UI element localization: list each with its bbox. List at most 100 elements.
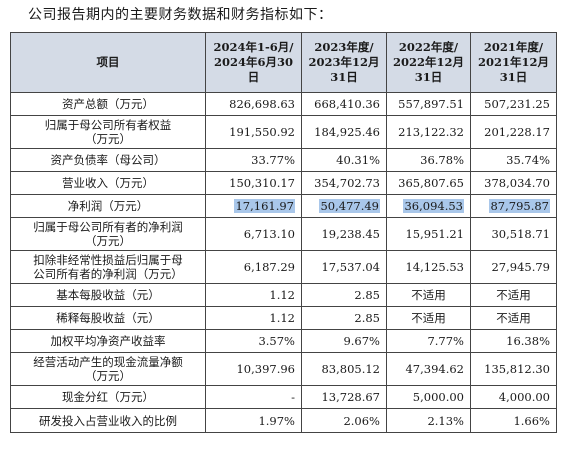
table-cell: 17,161.97 xyxy=(205,194,302,218)
row-label-line: 基本每股收益（元） xyxy=(56,288,160,302)
row-label-line: （万元） xyxy=(85,234,131,248)
header-line: 31日 xyxy=(330,70,358,84)
table-cell: 6,713.10 xyxy=(205,217,302,251)
table-cell: 10,397.96 xyxy=(205,352,302,386)
table-cell: 83,805.12 xyxy=(301,352,387,386)
table-cell: 47,394.62 xyxy=(386,352,471,386)
table-cell: 354,702.73 xyxy=(301,171,387,195)
table-cell: 13,728.67 xyxy=(301,385,387,409)
table-cell: 35.74% xyxy=(470,148,557,172)
table-row: 归属于母公司所有者权益 （万元） 191,550.92 184,925.46 213,1… xyxy=(10,115,557,149)
row-label-line: 资产负债率（母公司） xyxy=(50,153,166,167)
row-label: 资产负债率（母公司） xyxy=(10,148,206,172)
table-cell: 不适用 xyxy=(386,283,471,307)
table-cell: 36.78% xyxy=(386,148,471,172)
table-cell: 826,698.63 xyxy=(205,92,302,116)
row-label: 现金分红（万元） xyxy=(10,385,206,409)
row-label: 扣除非经常性损益后归属于母 公司所有者的净利润（万元） xyxy=(10,250,206,284)
table-cell: 557,897.51 xyxy=(386,92,471,116)
row-label-line: 现金分红（万元） xyxy=(62,390,154,404)
header-line: 31日 xyxy=(499,70,528,84)
table-cell: 378,034.70 xyxy=(470,171,557,195)
row-label-line: 净利润（万元） xyxy=(67,199,149,213)
table-row: 资产总额（万元） 826,698.63 668,410.36 557,897.51 50… xyxy=(10,92,557,116)
row-label-line: 归属于母公司所有者的净利润 xyxy=(33,220,183,234)
highlighted-value: 87,795.87 xyxy=(489,199,550,213)
table-cell: 50,477.49 xyxy=(301,194,387,218)
table-cell: 不适用 xyxy=(386,306,471,330)
table-cell: 17,537.04 xyxy=(301,250,387,284)
row-label-line: 资产总额（万元） xyxy=(62,97,154,111)
table-cell: 2.06% xyxy=(301,408,387,433)
table-cell: 7.77% xyxy=(386,329,471,353)
table-cell: 1.66% xyxy=(470,408,557,433)
financial-table: 项目 2024年1-6月/2024年6月30日 2023年度/2023年12月 31日… xyxy=(10,32,557,433)
row-label: 净利润（万元） xyxy=(10,194,206,218)
table-cell: 135,812.30 xyxy=(470,352,557,386)
table-cell: 1.97% xyxy=(205,408,302,433)
table-cell: 9.67% xyxy=(301,329,387,353)
table-cell: 213,122.32 xyxy=(386,115,471,149)
header-line: 2022年12月 xyxy=(393,55,465,69)
table-cell: 668,410.36 xyxy=(301,92,387,116)
header-period-4: 2021年度/2021年12月 31日 xyxy=(470,32,557,93)
table-row: 基本每股收益（元） 1.12 2.85 不适用 不适用 xyxy=(10,283,557,307)
row-label: 基本每股收益（元） xyxy=(10,283,206,307)
table-row: 经营活动产生的现金流量净额 （万元） 10,397.96 83,805.12 47,39… xyxy=(10,352,557,386)
header-line: 项目 xyxy=(96,55,120,69)
table-cell: 40.31% xyxy=(301,148,387,172)
table-cell: 14,125.53 xyxy=(386,250,471,284)
table-row: 资产负债率（母公司） 33.77% 40.31% 36.78% 35.74% xyxy=(10,148,557,172)
header-period-2: 2023年度/2023年12月 31日 xyxy=(301,32,387,93)
table-row: 扣除非经常性损益后归属于母 公司所有者的净利润（万元） 6,187.29 17,537… xyxy=(10,250,557,284)
header-line: 2024年6月30日 xyxy=(213,55,293,84)
table-cell: 36,094.53 xyxy=(386,194,471,218)
row-label-line: 营业收入（万元） xyxy=(62,176,154,190)
row-label-line: 研发投入占营业收入的比例 xyxy=(39,413,177,428)
row-label: 资产总额（万元） xyxy=(10,92,206,116)
table-cell: 2.85 xyxy=(301,306,387,330)
table-cell: 3.57% xyxy=(205,329,302,353)
header-row: 项目 2024年1-6月/2024年6月30日 2023年度/2023年12月 31日… xyxy=(10,32,557,93)
table-row: 归属于母公司所有者的净利润 （万元） 6,713.10 19,238.45 15,951… xyxy=(10,217,557,251)
header-line: 2023年度/ xyxy=(314,40,374,54)
table-cell: 150,310.17 xyxy=(205,171,302,195)
table-cell: 15,951.21 xyxy=(386,217,471,251)
highlighted-value: 17,161.97 xyxy=(234,199,295,213)
table-row: 净利润（万元） 17,161.97 50,477.49 36,094.53 87,795… xyxy=(10,194,557,218)
header-line: 2023年12月 xyxy=(308,55,380,69)
highlighted-value: 36,094.53 xyxy=(403,199,464,213)
header-item: 项目 xyxy=(10,32,206,93)
table-cell: 4,000.00 xyxy=(470,385,557,409)
table-cell: 6,187.29 xyxy=(205,250,302,284)
header-line: 2021年12月 xyxy=(477,55,549,69)
table-cell: 19,238.45 xyxy=(301,217,387,251)
table-cell: 30,518.71 xyxy=(470,217,557,251)
table-cell: 1.12 xyxy=(205,283,302,307)
table-cell: 1.12 xyxy=(205,306,302,330)
table-row: 现金分红（万元） -13,728.67 5,000.00 4,000.00 xyxy=(10,385,557,409)
table-row: 营业收入（万元） 150,310.17 354,702.73 365,807.65 37… xyxy=(10,171,557,195)
table-cell: - xyxy=(205,385,302,409)
row-label-line: （万元） xyxy=(85,132,131,146)
table-cell: 365,807.65 xyxy=(386,171,471,195)
row-label-line: 归属于母公司所有者权益 xyxy=(44,118,172,132)
header-line: 2022年度/ xyxy=(398,40,459,54)
table-cell: 不适用 xyxy=(470,283,557,307)
table-cell: 2.13% xyxy=(386,408,471,433)
header-period-3: 2022年度/2022年12月 31日 xyxy=(386,32,471,93)
table-cell: 2.85 xyxy=(301,283,387,307)
row-label: 营业收入（万元） xyxy=(10,171,206,195)
table-cell: 184,925.46 xyxy=(301,115,387,149)
row-label-line: （万元） xyxy=(85,369,131,383)
table-cell: 87,795.87 xyxy=(470,194,557,218)
row-label-line: 公司所有者的净利润（万元） xyxy=(33,267,183,281)
table-cell: 507,231.25 xyxy=(470,92,557,116)
table-cell: 27,945.79 xyxy=(470,250,557,284)
row-label: 归属于母公司所有者的净利润 （万元） xyxy=(10,217,206,251)
table-cell: 16.38% xyxy=(470,329,557,353)
row-label: 研发投入占营业收入的比例 xyxy=(10,408,206,433)
table-cell: 191,550.92 xyxy=(205,115,302,149)
header-line: 31日 xyxy=(414,70,443,84)
table-row: 研发投入占营业收入的比例 1.97% 2.06% 2.13% 1.66% xyxy=(10,408,557,433)
